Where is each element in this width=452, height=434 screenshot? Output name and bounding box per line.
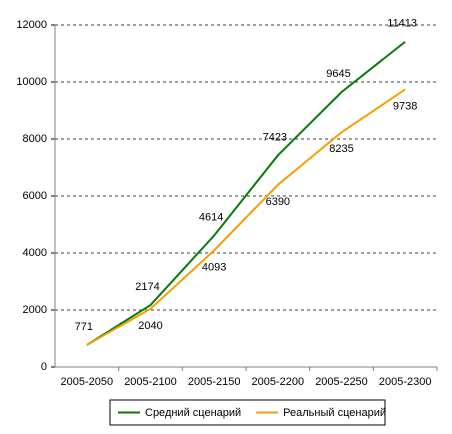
y-tick-label: 2000	[23, 304, 47, 316]
y-tick-label: 10000	[16, 76, 47, 88]
data-label: 9738	[393, 100, 417, 112]
data-label: 7423	[263, 131, 287, 143]
legend-label: Реальный сценарий	[283, 407, 386, 419]
data-label: 4614	[199, 211, 223, 223]
data-label: 2174	[135, 281, 159, 293]
y-tick-label: 0	[41, 361, 47, 373]
x-tick-label: 2005-2300	[379, 376, 432, 388]
data-label: 8235	[329, 143, 353, 155]
x-tick-label: 2005-2050	[61, 376, 114, 388]
x-tick-label: 2005-2150	[188, 376, 241, 388]
x-tick-label: 2005-2200	[252, 376, 305, 388]
y-tick-label: 12000	[16, 19, 47, 31]
series-line	[86, 40, 406, 346]
data-label: 11413	[387, 18, 417, 30]
y-tick-label: 8000	[23, 133, 47, 145]
data-label: 4093	[202, 261, 226, 273]
data-label: 9645	[326, 68, 350, 80]
data-label: 2040	[138, 320, 162, 332]
y-tick-label: 4000	[23, 247, 47, 259]
legend-label: Средний сценарий	[145, 407, 241, 419]
legend-box	[109, 399, 386, 426]
series-line	[86, 88, 406, 346]
y-tick-label: 6000	[23, 190, 47, 202]
data-label: 6390	[266, 196, 290, 208]
x-tick-label: 2005-2250	[315, 376, 368, 388]
data-label: 771	[75, 321, 93, 333]
x-tick-label: 2005-2100	[124, 376, 177, 388]
